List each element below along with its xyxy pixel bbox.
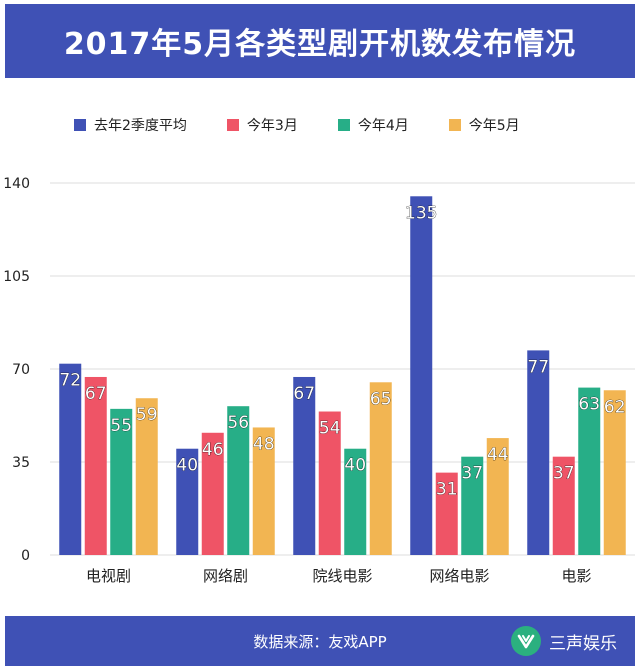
bar-value-label: 44 xyxy=(487,445,509,465)
bar xyxy=(176,448,199,555)
legend-swatch xyxy=(74,119,86,131)
legend-swatch xyxy=(337,119,350,131)
brand: 三声娱乐 xyxy=(511,616,617,666)
bar-value-label: 67 xyxy=(293,384,315,404)
bar-value-label: 67 xyxy=(85,384,107,404)
bar xyxy=(318,411,341,555)
bar xyxy=(252,427,275,555)
bar-value-label: 77 xyxy=(527,357,549,377)
bar xyxy=(461,456,484,555)
category-label: 院线电影 xyxy=(312,567,372,585)
y-tick-label: 0 xyxy=(21,548,30,564)
bar-value-label: 37 xyxy=(553,464,575,484)
bar-value-label: 48 xyxy=(253,434,275,454)
bar xyxy=(435,472,458,555)
y-tick-label: 70 xyxy=(12,362,30,378)
data-source-text: 数据来源：友戏APP xyxy=(253,632,387,651)
legend-label: 去年2季度平均 xyxy=(94,118,187,134)
bar xyxy=(110,408,133,555)
legend-swatch xyxy=(448,119,461,131)
legend-item: 今年4月 xyxy=(337,115,409,135)
bar xyxy=(410,196,433,556)
bar-value-label: 37 xyxy=(461,464,483,484)
bar-value-label: 63 xyxy=(578,395,600,415)
bar-value-label: 62 xyxy=(604,397,626,417)
chart-legend: 去年2季度平均 今年3月 今年4月 今年5月 xyxy=(74,114,560,136)
bar-value-label: 59 xyxy=(136,405,158,425)
category-label: 电影 xyxy=(561,567,591,585)
bar xyxy=(603,390,626,555)
leaf-v-logo-icon xyxy=(511,626,541,656)
legend-label: 今年3月 xyxy=(246,118,298,134)
bar-value-label: 56 xyxy=(227,413,249,433)
bar xyxy=(578,387,601,555)
bar-value-label: 31 xyxy=(436,480,458,500)
bar-chart: 0357010514072675559电视剧40465648网络剧6754406… xyxy=(3,176,635,585)
y-tick-label: 105 xyxy=(3,269,30,285)
bar xyxy=(486,438,509,555)
chart-title: 2017年5月各类型剧开机数发布情况 xyxy=(63,27,577,62)
bar xyxy=(201,432,224,555)
legend-swatch xyxy=(226,119,239,131)
legend-item: 今年3月 xyxy=(226,115,298,135)
brand-name: 三声娱乐 xyxy=(549,633,617,654)
bar xyxy=(135,398,158,555)
bar-value-label: 55 xyxy=(110,416,132,436)
bar xyxy=(227,406,250,555)
bar-value-label: 40 xyxy=(176,456,198,476)
legend-item: 去年2季度平均 xyxy=(74,115,187,135)
bar-value-label: 72 xyxy=(59,371,81,391)
bar-value-label: 65 xyxy=(370,389,392,409)
bar-value-label: 46 xyxy=(202,440,224,460)
bar xyxy=(293,376,316,555)
category-label: 网络剧 xyxy=(203,567,248,585)
bar xyxy=(84,376,107,555)
y-tick-label: 140 xyxy=(3,176,30,192)
legend-item: 今年5月 xyxy=(448,115,520,135)
bar xyxy=(369,382,392,555)
bar xyxy=(344,448,367,555)
bar-value-label: 40 xyxy=(344,456,366,476)
footer-banner: 数据来源：友戏APP 三声娱乐 xyxy=(5,616,635,666)
bar-value-label: 54 xyxy=(319,419,341,439)
y-tick-label: 35 xyxy=(12,455,30,471)
category-label: 网络电影 xyxy=(429,567,489,585)
legend-label: 今年5月 xyxy=(468,118,520,134)
bar xyxy=(552,456,575,555)
category-label: 电视剧 xyxy=(86,567,131,585)
bar-value-label: 135 xyxy=(405,203,437,223)
legend-label: 今年4月 xyxy=(357,118,409,134)
bar xyxy=(527,350,550,555)
bar xyxy=(59,363,82,555)
chart-title-banner: 2017年5月各类型剧开机数发布情况 xyxy=(5,4,635,78)
